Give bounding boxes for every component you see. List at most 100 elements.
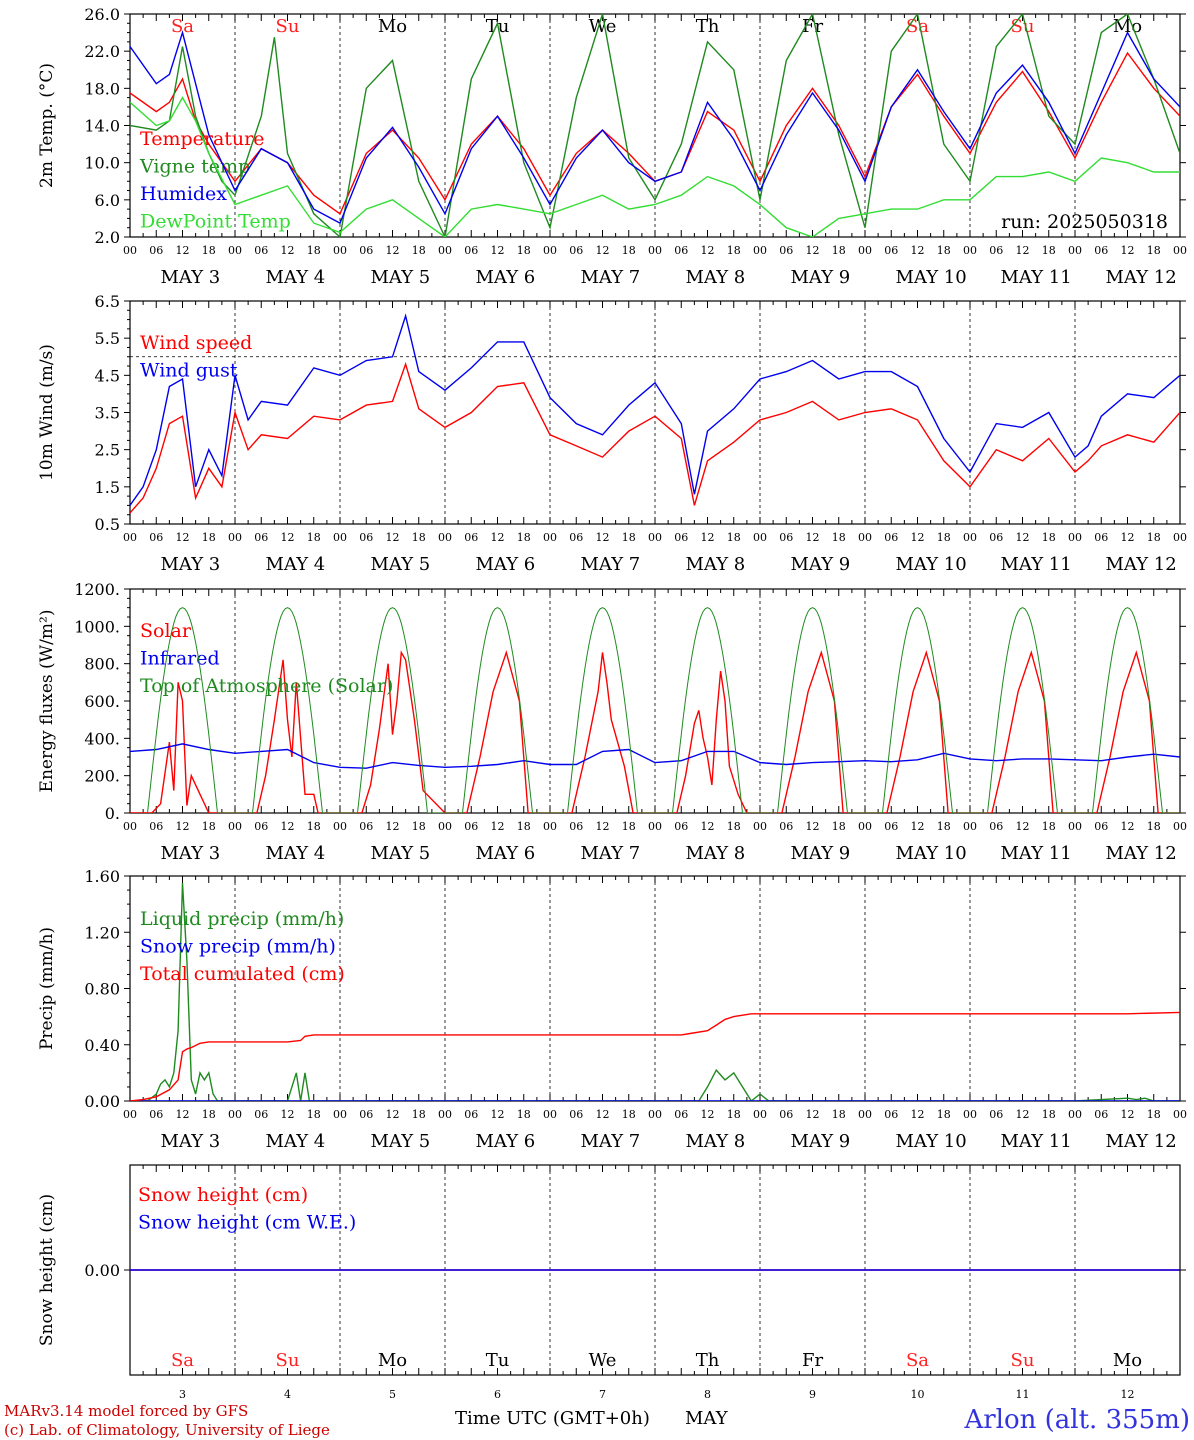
legend-liquid-precip-mm-h-: Liquid precip (mm/h) xyxy=(140,908,344,930)
day-name: Th xyxy=(696,16,720,37)
day-name: Su xyxy=(1011,16,1035,37)
hour-label: 18 xyxy=(1147,531,1161,544)
hour-label: 00 xyxy=(438,244,452,257)
y-tick-label: 600. xyxy=(84,692,120,711)
date-label: MAY 12 xyxy=(1106,267,1177,288)
hour-label: 18 xyxy=(937,244,951,257)
hour-label: 06 xyxy=(779,1108,793,1121)
hour-label: 00 xyxy=(963,244,977,257)
y-axis-title: Energy fluxes (W/m²) xyxy=(37,610,57,793)
hour-label: 12 xyxy=(1121,1108,1135,1121)
date-label: MAY 8 xyxy=(686,843,746,864)
chart-panel-3: 0. 200. 400. 600. 800. 1000. 1200. Energy fluxe… xyxy=(37,580,1187,864)
hour-label: 00 xyxy=(858,820,872,833)
plot-frame xyxy=(129,300,1181,525)
hour-label: 18 xyxy=(307,820,321,833)
hour-label: 00 xyxy=(648,531,662,544)
date-label: MAY 3 xyxy=(161,554,221,575)
hour-label: 12 xyxy=(701,244,715,257)
copyright-credit: (c) Lab. of Climatology, University of L… xyxy=(4,1421,330,1439)
hour-label: 18 xyxy=(517,1108,531,1121)
hour-label: 12 xyxy=(806,1108,820,1121)
day-name: Mo xyxy=(1113,1350,1142,1371)
hour-label: 12 xyxy=(911,1108,925,1121)
date-label: MAY 10 xyxy=(896,843,967,864)
date-label: MAY 8 xyxy=(686,1131,746,1152)
day-name: Mo xyxy=(378,1350,407,1371)
y-tick-label: 5.5 xyxy=(95,329,120,348)
date-label: MAY 7 xyxy=(581,554,641,575)
y-tick-label: 0.80 xyxy=(84,980,120,999)
hour-label: 06 xyxy=(674,1108,688,1121)
hour-label: 12 xyxy=(386,820,400,833)
hour-label: 00 xyxy=(1173,244,1187,257)
legend-humidex: Humidex xyxy=(140,183,227,205)
hour-label: 18 xyxy=(1042,1108,1056,1121)
y-tick-label: 22.0 xyxy=(84,42,120,61)
hour-label: 00 xyxy=(1068,820,1082,833)
date-label: MAY 5 xyxy=(371,554,431,575)
hour-label: 12 xyxy=(386,531,400,544)
hour-label: 06 xyxy=(149,820,163,833)
date-label: MAY 8 xyxy=(686,554,746,575)
hour-label: 00 xyxy=(963,1108,977,1121)
hour-label: 18 xyxy=(307,1108,321,1121)
date-label: MAY 5 xyxy=(371,843,431,864)
date-label: MAY 4 xyxy=(266,1131,326,1152)
x-axis-title: Time UTC (GMT+0h) xyxy=(455,1408,650,1429)
hour-label: 12 xyxy=(1016,531,1030,544)
hour-label: 12 xyxy=(596,531,610,544)
day-number: 7 xyxy=(599,1388,606,1401)
day-name: Fr xyxy=(802,16,823,37)
date-label: MAY 4 xyxy=(266,554,326,575)
hour-label: 06 xyxy=(884,1108,898,1121)
hour-label: 12 xyxy=(1016,1108,1030,1121)
plot-frame xyxy=(129,13,1181,238)
hour-label: 12 xyxy=(176,820,190,833)
legend-snow-precip-mm-h-: Snow precip (mm/h) xyxy=(140,936,336,958)
day-name: Su xyxy=(276,16,300,37)
hour-label: 06 xyxy=(884,820,898,833)
hour-label: 12 xyxy=(491,1108,505,1121)
hour-label: 12 xyxy=(491,820,505,833)
date-label: MAY 3 xyxy=(161,267,221,288)
series-line-solar xyxy=(130,650,1180,813)
hour-label: 00 xyxy=(333,820,347,833)
hour-label: 00 xyxy=(543,244,557,257)
y-tick-label: 0.00 xyxy=(84,1261,120,1280)
hour-label: 00 xyxy=(333,531,347,544)
hour-label: 06 xyxy=(674,531,688,544)
legend-solar: Solar xyxy=(140,620,192,642)
hour-label: 18 xyxy=(1042,820,1056,833)
hour-label: 00 xyxy=(753,531,767,544)
hour-label: 06 xyxy=(254,244,268,257)
y-tick-label: 18.0 xyxy=(84,79,120,98)
hour-label: 18 xyxy=(622,244,636,257)
y-tick-label: 0.00 xyxy=(84,1092,120,1111)
legend-top-of-atmosphere-solar-: Top of Atmosphere (Solar) xyxy=(140,675,393,697)
date-label: MAY 5 xyxy=(371,1131,431,1152)
hour-label: 18 xyxy=(412,1108,426,1121)
y-tick-label: 1200. xyxy=(74,580,120,599)
hour-label: 18 xyxy=(832,531,846,544)
series-line-vigne-temp xyxy=(130,14,1180,237)
day-name: Fr xyxy=(802,1350,823,1371)
hour-label: 12 xyxy=(386,1108,400,1121)
hour-label: 00 xyxy=(1173,820,1187,833)
date-label: MAY 5 xyxy=(371,267,431,288)
run-annotation: run: 2025050318 xyxy=(1001,211,1168,233)
hour-label: 12 xyxy=(596,820,610,833)
date-label: MAY 9 xyxy=(791,554,851,575)
hour-label: 00 xyxy=(753,244,767,257)
hour-label: 00 xyxy=(228,244,242,257)
hour-label: 06 xyxy=(464,820,478,833)
series-line-wind-gust xyxy=(130,313,1180,506)
hour-label: 18 xyxy=(202,820,216,833)
hour-label: 12 xyxy=(806,244,820,257)
date-label: MAY 9 xyxy=(791,1131,851,1152)
hour-label: 12 xyxy=(911,820,925,833)
hour-label: 12 xyxy=(281,531,295,544)
hour-label: 06 xyxy=(569,820,583,833)
legend-wind-speed: Wind speed xyxy=(140,332,252,354)
date-label: MAY 6 xyxy=(476,267,536,288)
